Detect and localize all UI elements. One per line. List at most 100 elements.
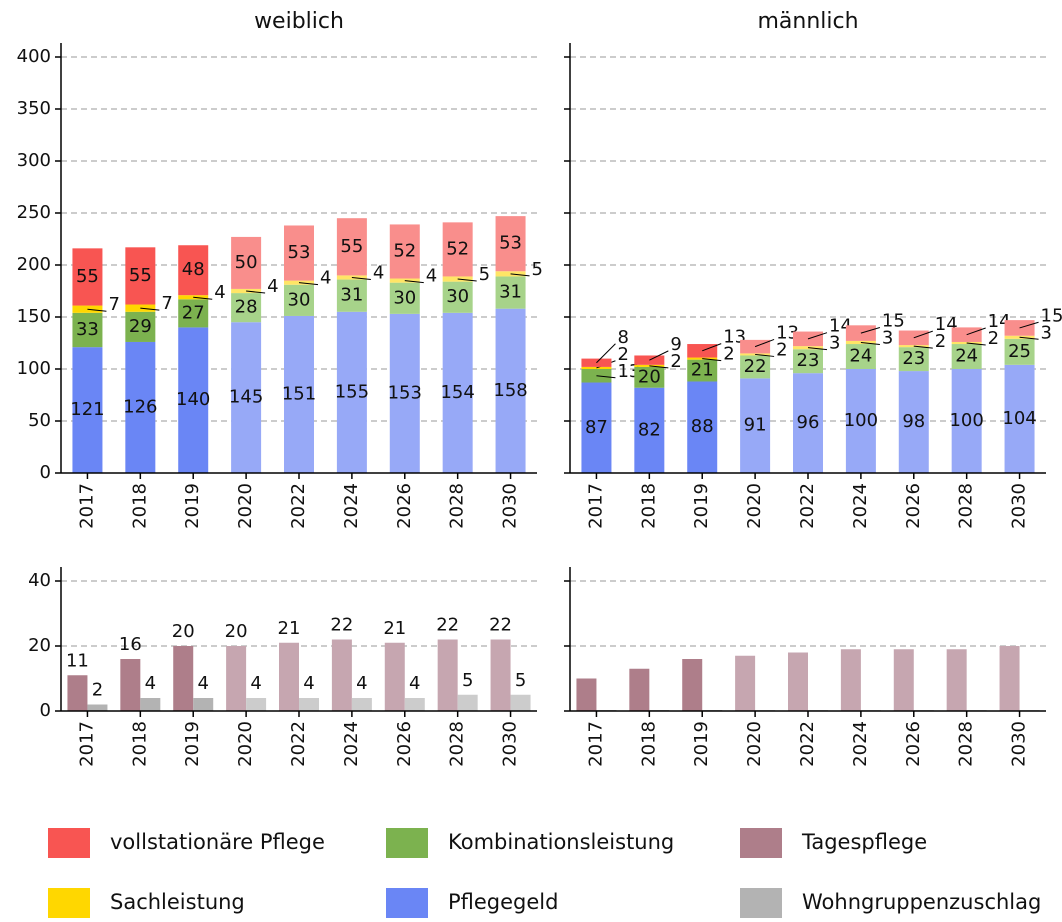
data-label: 53: [499, 233, 522, 254]
bar-segment: [178, 245, 209, 296]
bar-segment: [336, 218, 367, 276]
leader-line: [966, 342, 986, 346]
x-tick-label: 2020: [235, 721, 256, 767]
data-label: 48: [182, 259, 205, 280]
data-label: 126: [123, 396, 157, 417]
data-label: 4: [320, 268, 331, 289]
bar: [351, 698, 372, 711]
bar-segment: [634, 387, 665, 473]
x-tick-label: 2018: [129, 721, 150, 767]
data-label: 8: [617, 327, 628, 348]
legend-label: Tagespflege: [801, 830, 927, 854]
data-label: 155: [335, 381, 369, 402]
data-label: 2: [670, 351, 681, 372]
x-tick-label: 2022: [797, 483, 818, 529]
bar: [682, 659, 703, 711]
leader-line: [754, 338, 775, 348]
data-label: 5: [532, 259, 543, 280]
y-tick-label: 200: [17, 254, 51, 275]
x-tick-label: 2019: [691, 483, 712, 529]
data-label: 4: [214, 282, 225, 303]
data-label: 21: [278, 618, 301, 639]
bar: [999, 646, 1020, 711]
x-tick-label: 2030: [1009, 721, 1030, 767]
data-label: 104: [1002, 408, 1036, 429]
leader-line: [596, 343, 616, 364]
data-label: 20: [638, 366, 661, 387]
bar-segment: [336, 279, 367, 312]
bar-segment: [442, 281, 473, 313]
data-label: 22: [436, 615, 459, 636]
data-label: 15: [882, 310, 905, 331]
bar: [437, 639, 458, 711]
data-label: 153: [388, 382, 422, 403]
bar-segment: [495, 216, 526, 272]
leader-line: [860, 327, 881, 334]
data-label: 100: [949, 410, 983, 431]
bar-segment: [231, 236, 262, 289]
legend-swatch: [740, 828, 782, 858]
leader-line: [913, 330, 933, 339]
data-label: 91: [744, 415, 767, 436]
x-tick-label: 2018: [129, 483, 150, 529]
data-label: 15: [1041, 305, 1062, 326]
leader-line: [649, 365, 669, 369]
data-label: 4: [409, 673, 420, 694]
x-tick-label: 2019: [182, 483, 203, 529]
leader-line: [404, 280, 424, 284]
x-tick-label: 2026: [903, 483, 924, 529]
bar-segment: [1004, 364, 1035, 473]
data-label: 25: [1008, 341, 1031, 362]
y-tick-label: 350: [17, 98, 51, 119]
data-label: 158: [493, 380, 527, 401]
bar-segment: [389, 313, 420, 473]
bar-segment: [581, 382, 612, 473]
x-tick-label: 2026: [394, 721, 415, 767]
bar-segment: [442, 222, 473, 277]
x-tick-label: 2026: [903, 721, 924, 767]
x-tick-label: 2019: [691, 721, 712, 767]
leader-line: [702, 358, 722, 362]
bar-segment: [284, 284, 314, 316]
data-label: 88: [691, 416, 714, 437]
data-label: 4: [250, 673, 261, 694]
x-tick-label: 2018: [638, 721, 659, 767]
y-tick-label: 50: [28, 410, 51, 431]
bar-segment: [740, 378, 771, 473]
x-tick-label: 2022: [288, 483, 309, 529]
leader-line: [649, 350, 669, 361]
bar-segment: [178, 299, 209, 328]
data-label: 30: [393, 287, 416, 308]
data-label: 140: [176, 389, 210, 410]
leader-line: [298, 282, 319, 286]
bar-segment: [845, 369, 876, 473]
x-tick-label: 2022: [797, 721, 818, 767]
data-label: 5: [515, 670, 526, 691]
leader-line: [87, 308, 107, 312]
bar-segment: [231, 322, 262, 473]
data-label: 2: [988, 328, 999, 349]
y-tick-label: 250: [17, 202, 51, 223]
y-tick-label: 0: [40, 700, 51, 721]
bar-segment: [687, 381, 718, 473]
y-tick-label: 0: [40, 462, 51, 483]
data-label: 2: [92, 680, 103, 701]
bar: [140, 698, 161, 711]
data-label: 4: [303, 673, 314, 694]
leader-line: [457, 278, 477, 282]
data-label: 4: [197, 673, 208, 694]
bar-segment: [231, 293, 262, 323]
bar: [788, 652, 808, 711]
leader-line: [510, 273, 530, 277]
data-label: 5: [479, 264, 490, 285]
data-label: 28: [235, 297, 258, 318]
x-tick-label: 2020: [744, 721, 765, 767]
data-label: 121: [70, 399, 104, 420]
data-label: 16: [119, 634, 142, 655]
y-tick-label: 100: [17, 358, 51, 379]
bar-segment: [793, 373, 823, 473]
data-label: 7: [161, 293, 172, 314]
bar-segment: [389, 278, 420, 283]
bar-segment: [178, 327, 209, 473]
